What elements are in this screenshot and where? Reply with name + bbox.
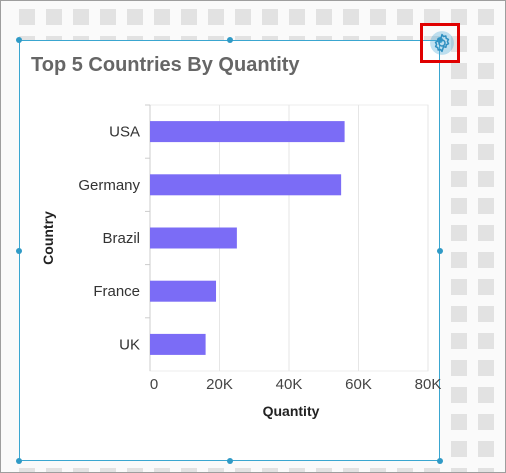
grid-tile bbox=[73, 468, 89, 472]
resize-handle-top[interactable] bbox=[227, 37, 233, 43]
grid-tile bbox=[478, 225, 494, 241]
grid-tile bbox=[451, 117, 467, 133]
grid-tile bbox=[478, 279, 494, 295]
grid-tile bbox=[478, 468, 494, 472]
x-tick-label: 60K bbox=[345, 376, 372, 393]
grid-tile bbox=[262, 468, 278, 472]
bar-germany bbox=[150, 174, 342, 196]
grid-tile bbox=[316, 468, 332, 472]
grid-tile bbox=[424, 468, 440, 472]
bar-usa bbox=[150, 121, 345, 143]
grid-tile bbox=[289, 9, 305, 25]
grid-tile bbox=[208, 468, 224, 472]
resize-handle-left[interactable] bbox=[16, 248, 22, 254]
grid-tile bbox=[451, 306, 467, 322]
grid-tile bbox=[154, 468, 170, 472]
category-label: USA bbox=[109, 124, 140, 141]
grid-tile bbox=[478, 441, 494, 457]
resize-handle-right[interactable] bbox=[437, 248, 443, 254]
grid-tile bbox=[19, 9, 35, 25]
bar-brazil bbox=[150, 227, 237, 249]
grid-tile bbox=[478, 333, 494, 349]
grid-tile bbox=[343, 468, 359, 472]
widget-title: Top 5 Countries By Quantity bbox=[31, 54, 300, 76]
grid-tile bbox=[397, 468, 413, 472]
grid-tile bbox=[451, 387, 467, 403]
grid-tile bbox=[451, 441, 467, 457]
grid-tile bbox=[235, 468, 251, 472]
category-label: France bbox=[93, 283, 140, 300]
grid-tile bbox=[154, 9, 170, 25]
grid-tile bbox=[478, 63, 494, 79]
grid-tile bbox=[478, 387, 494, 403]
grid-tile bbox=[208, 9, 224, 25]
grid-tile bbox=[127, 9, 143, 25]
x-tick-label: 40K bbox=[276, 376, 303, 393]
grid-tile bbox=[397, 9, 413, 25]
grid-tile bbox=[370, 468, 386, 472]
grid-tile bbox=[46, 9, 62, 25]
grid-tile bbox=[451, 90, 467, 106]
category-label: UK bbox=[119, 336, 140, 353]
grid-tile bbox=[478, 90, 494, 106]
grid-tile bbox=[289, 468, 305, 472]
grid-tile bbox=[235, 9, 251, 25]
grid-tile bbox=[451, 414, 467, 430]
x-axis-title: Quantity bbox=[263, 403, 320, 419]
category-label: Germany bbox=[78, 177, 140, 194]
grid-tile bbox=[451, 468, 467, 472]
grid-tile bbox=[478, 171, 494, 187]
resize-handle-bottom-left[interactable] bbox=[16, 458, 22, 464]
grid-tile bbox=[478, 414, 494, 430]
grid-tile bbox=[478, 9, 494, 25]
x-tick-label: 0 bbox=[150, 376, 158, 393]
grid-tile bbox=[451, 225, 467, 241]
grid-tile bbox=[46, 468, 62, 472]
grid-tile bbox=[451, 144, 467, 160]
grid-tile bbox=[478, 144, 494, 160]
grid-tile bbox=[451, 171, 467, 187]
bar-france bbox=[150, 280, 217, 302]
grid-tile bbox=[19, 468, 35, 472]
y-axis-title: Country bbox=[40, 211, 56, 265]
grid-tile bbox=[451, 9, 467, 25]
grid-tile bbox=[451, 360, 467, 376]
resize-handle-top-left[interactable] bbox=[16, 37, 22, 43]
grid-tile bbox=[316, 9, 332, 25]
grid-tile bbox=[451, 252, 467, 268]
grid-tile bbox=[478, 252, 494, 268]
grid-tile bbox=[73, 9, 89, 25]
category-label: Brazil bbox=[102, 230, 140, 247]
grid-tile bbox=[370, 9, 386, 25]
grid-tile bbox=[478, 36, 494, 52]
bar-uk bbox=[150, 333, 206, 355]
grid-tile bbox=[478, 360, 494, 376]
grid-tile bbox=[451, 63, 467, 79]
gear-icon bbox=[430, 31, 454, 55]
resize-handle-bottom-right[interactable] bbox=[437, 458, 443, 464]
grid-tile bbox=[451, 333, 467, 349]
widget-settings-button[interactable] bbox=[420, 23, 460, 63]
grid-tile bbox=[478, 306, 494, 322]
grid-tile bbox=[451, 198, 467, 214]
grid-tile bbox=[424, 9, 440, 25]
grid-tile bbox=[343, 9, 359, 25]
grid-tile bbox=[100, 9, 116, 25]
grid-tile bbox=[478, 117, 494, 133]
x-tick-label: 20K bbox=[206, 376, 233, 393]
grid-tile bbox=[262, 9, 278, 25]
grid-tile bbox=[451, 279, 467, 295]
grid-tile bbox=[478, 198, 494, 214]
grid-tile bbox=[181, 468, 197, 472]
grid-tile bbox=[100, 468, 116, 472]
resize-handle-bottom[interactable] bbox=[227, 458, 233, 464]
grid-tile bbox=[127, 468, 143, 472]
grid-tile bbox=[181, 9, 197, 25]
x-tick-label: 80K bbox=[415, 376, 442, 393]
